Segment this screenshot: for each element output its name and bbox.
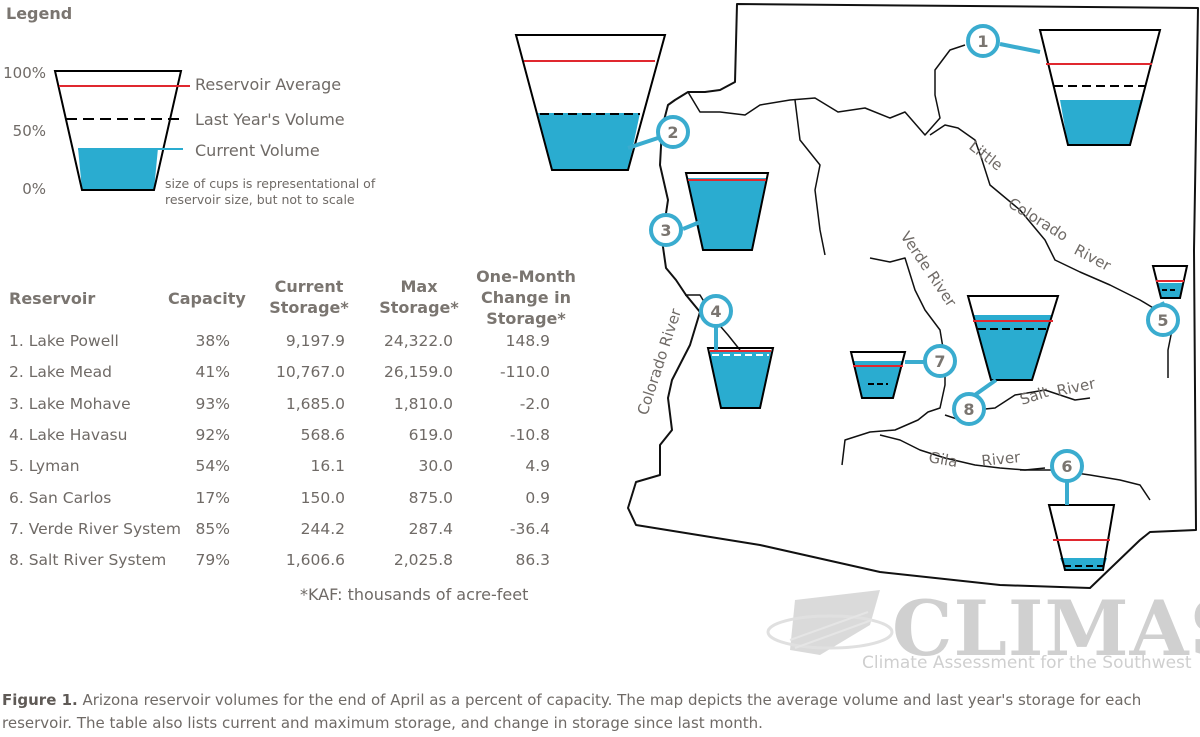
- svg-text:8: 8: [963, 400, 974, 419]
- cell-reservoir: 7. Verde River System: [9, 519, 181, 538]
- cup-7-verde-river: [849, 351, 907, 399]
- cell-change: -2.0: [519, 394, 550, 413]
- legend-pct-0: 0%: [22, 180, 46, 198]
- cell-current-storage: 568.6: [300, 425, 345, 444]
- cell-change: 4.9: [525, 457, 550, 476]
- header-change: One-Month Change in Storage*: [476, 267, 576, 328]
- cell-change: 148.9: [505, 332, 550, 350]
- cell-max-storage: 2,025.8: [393, 551, 453, 570]
- cell-current-storage: 244.2: [300, 519, 345, 538]
- marker-2[interactable]: 2: [656, 115, 690, 149]
- river-label-colorado-west: Colorado River: [634, 306, 686, 418]
- cell-capacity: 41%: [195, 363, 230, 382]
- cell-max-storage: 26,159.0: [383, 363, 453, 382]
- cell-reservoir: 8. Salt River System: [9, 551, 167, 570]
- river-label-gila-river: River: [981, 448, 1022, 470]
- marker-6[interactable]: 6: [1050, 449, 1084, 483]
- cell-reservoir: 3. Lake Mohave: [9, 394, 131, 413]
- marker-3[interactable]: 3: [649, 213, 683, 247]
- cell-reservoir: 4. Lake Havasu: [9, 425, 128, 444]
- cell-change: -10.8: [509, 425, 550, 444]
- cell-max-storage: 30.0: [418, 457, 453, 476]
- cell-current-storage: 1,685.0: [285, 394, 345, 413]
- marker-7[interactable]: 7: [923, 344, 957, 378]
- arizona-outline: [627, 3, 1199, 589]
- river-label-little: Little: [966, 137, 1007, 174]
- legend-pct-50: 50%: [12, 122, 46, 140]
- svg-text:4: 4: [710, 302, 721, 321]
- table-footnote: *KAF: thousands of acre-feet: [300, 585, 529, 604]
- river-label-salt-river: River: [1055, 374, 1098, 400]
- cup-8-salt-river: [966, 295, 1060, 381]
- cell-capacity: 17%: [195, 488, 230, 507]
- cell-change: -110.0: [500, 363, 550, 382]
- figure-label: Figure 1.: [2, 691, 78, 709]
- cell-capacity: 38%: [195, 332, 230, 350]
- header-max-storage: Max Storage*: [379, 277, 459, 317]
- legend-note: size of cups is representational of rese…: [165, 176, 376, 207]
- legend-pct-100: 100%: [3, 64, 46, 82]
- cell-capacity: 54%: [195, 457, 230, 476]
- cup-6-san-carlos: [1047, 504, 1116, 571]
- legend-title: Legend: [6, 4, 73, 23]
- cup-4-lake-havasu: [706, 347, 775, 409]
- cell-current-storage: 9,197.9: [285, 332, 345, 350]
- marker-4[interactable]: 4: [699, 294, 733, 328]
- cell-reservoir: 1. Lake Powell: [9, 332, 119, 350]
- legend-reservoir-average: Reservoir Average: [195, 75, 342, 94]
- cell-current-storage: 150.0: [300, 488, 345, 507]
- marker-8[interactable]: 8: [952, 392, 986, 426]
- river-label-verde: Verde River: [897, 228, 961, 311]
- cell-capacity: 93%: [195, 394, 230, 413]
- svg-text:7: 7: [934, 352, 945, 371]
- river-label-colorado-east: Colorado: [1005, 194, 1071, 245]
- svg-text:5: 5: [1157, 311, 1168, 330]
- cell-max-storage: 24,322.0: [383, 332, 453, 350]
- header-capacity: Capacity: [168, 289, 246, 308]
- climas-subtitle: Climate Assessment for the Southwest: [862, 653, 1192, 673]
- cell-max-storage: 619.0: [408, 425, 453, 444]
- cell-reservoir: 2. Lake Mead: [9, 363, 112, 382]
- cup-1-lake-powell: [1038, 29, 1162, 146]
- cell-capacity: 85%: [195, 519, 230, 538]
- climas-logo-emblem: [766, 590, 894, 655]
- marker-5[interactable]: 5: [1146, 303, 1180, 337]
- cell-current-storage: 10,767.0: [275, 363, 345, 382]
- cup-2-lake-mead: [514, 34, 667, 171]
- cup-3-lake-mohave: [684, 172, 770, 251]
- legend-cup: [53, 70, 190, 191]
- header-current-storage: Current Storage*: [269, 277, 349, 317]
- river-label-gila: Gila: [927, 448, 959, 471]
- cell-reservoir: 6. San Carlos: [9, 488, 112, 507]
- marker-1[interactable]: 1: [966, 24, 1000, 58]
- cell-current-storage: 1,606.6: [285, 551, 345, 570]
- cell-change: 0.9: [525, 488, 550, 507]
- svg-text:1: 1: [977, 32, 988, 51]
- climas-logo: CLIMAS: [892, 584, 1200, 673]
- cell-change: 86.3: [515, 551, 550, 570]
- cell-max-storage: 287.4: [408, 519, 453, 538]
- river-label-salt: Salt: [1018, 383, 1051, 409]
- cell-reservoir: 5. Lyman: [9, 457, 80, 476]
- svg-text:2: 2: [667, 123, 678, 142]
- svg-text:6: 6: [1061, 457, 1072, 476]
- legend-current: Current Volume: [195, 141, 320, 160]
- svg-text:3: 3: [660, 221, 671, 240]
- cell-current-storage: 16.1: [310, 457, 345, 476]
- cup-5-lyman: [1151, 265, 1189, 299]
- cell-capacity: 92%: [195, 425, 230, 444]
- header-reservoir: Reservoir: [9, 289, 96, 308]
- cell-capacity: 79%: [195, 551, 230, 570]
- cell-change: -36.4: [509, 519, 550, 538]
- cell-max-storage: 1,810.0: [393, 394, 453, 413]
- cell-max-storage: 875.0: [408, 488, 453, 507]
- figure-caption-text: Arizona reservoir volumes for the end of…: [2, 691, 1142, 732]
- legend-last-year: Last Year's Volume: [195, 110, 345, 129]
- river-label-river-east: River: [1071, 241, 1114, 276]
- figure-caption: Figure 1. Arizona reservoir volumes for …: [2, 689, 1198, 735]
